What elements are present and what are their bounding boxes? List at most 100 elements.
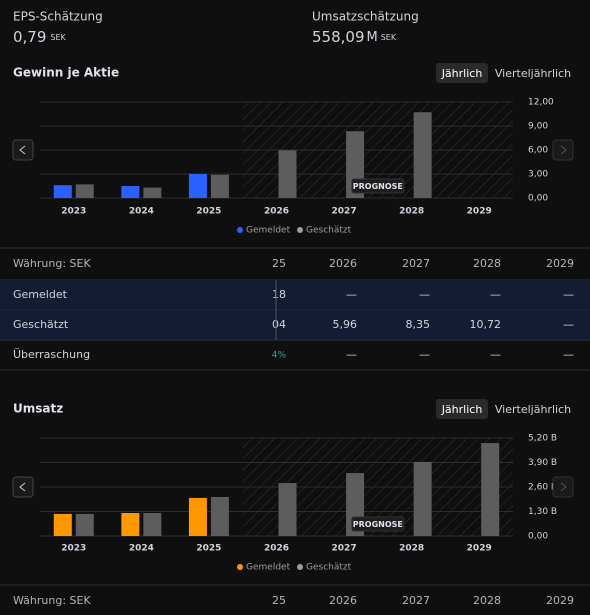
x-tick-label: 2029 bbox=[467, 544, 492, 554]
x-tick-label: 2023 bbox=[61, 544, 86, 554]
table-header: 25 bbox=[272, 594, 286, 607]
tab-active[interactable] bbox=[436, 63, 488, 83]
table-header: 2029 bbox=[546, 257, 574, 270]
prev-icon bbox=[19, 145, 26, 155]
bar bbox=[413, 461, 432, 536]
table-header: 2029 bbox=[546, 594, 574, 607]
table-header: 2027 bbox=[402, 257, 430, 270]
next-icon bbox=[560, 482, 567, 492]
prev-icon bbox=[19, 482, 26, 492]
table-header: 2026 bbox=[329, 257, 357, 270]
next-button[interactable] bbox=[552, 139, 574, 161]
tab[interactable]: Jährlich bbox=[441, 403, 483, 416]
bar bbox=[210, 174, 229, 198]
legend-label: Geschätzt bbox=[306, 226, 352, 236]
tab[interactable]: Vierteljährlich bbox=[495, 403, 571, 416]
chart-title: Gewinn je Aktie bbox=[13, 66, 119, 80]
x-tick-label: 2025 bbox=[196, 544, 221, 554]
table-cell: 4% bbox=[272, 351, 287, 361]
table-cell: — bbox=[490, 348, 501, 361]
y-tick-label: 2,60 B bbox=[528, 483, 557, 493]
row-highlight bbox=[0, 310, 590, 340]
legend-label: Geschätzt bbox=[306, 563, 352, 573]
annotation-box bbox=[351, 516, 405, 532]
prev-button[interactable] bbox=[12, 139, 34, 161]
bar bbox=[75, 184, 94, 198]
tab[interactable]: Jährlich bbox=[441, 67, 483, 80]
legend-label: Gemeldet bbox=[246, 226, 291, 236]
y-tick-label: 5,20 B bbox=[528, 434, 557, 444]
bar bbox=[413, 112, 432, 198]
table-header: 2028 bbox=[473, 594, 501, 607]
bar bbox=[121, 513, 140, 536]
x-tick-label: 2024 bbox=[129, 544, 154, 554]
bar bbox=[188, 497, 207, 536]
bar bbox=[75, 513, 94, 536]
x-tick-label: 2029 bbox=[467, 207, 492, 217]
table-cell: 10,72 bbox=[470, 318, 502, 331]
legend-dot bbox=[297, 227, 303, 233]
bar bbox=[278, 150, 297, 198]
bar bbox=[481, 443, 500, 536]
annotation: PROGNOSE bbox=[353, 182, 403, 191]
x-tick-label: 2026 bbox=[264, 544, 289, 554]
x-tick-label: 2028 bbox=[399, 544, 424, 554]
bar bbox=[210, 496, 229, 536]
legend-dot bbox=[237, 564, 243, 570]
x-tick-label: 2028 bbox=[399, 207, 424, 217]
bar bbox=[143, 187, 162, 198]
bar bbox=[188, 174, 207, 198]
rev-suffix: M bbox=[367, 30, 378, 45]
bar bbox=[121, 186, 140, 198]
rev-number: 558,09 bbox=[312, 28, 365, 46]
table-cell: 18 bbox=[272, 288, 286, 301]
chart-title: Umsatz bbox=[13, 402, 63, 416]
next-button[interactable] bbox=[552, 476, 574, 498]
legend-dot bbox=[237, 227, 243, 233]
x-tick-label: 2027 bbox=[332, 544, 357, 554]
x-tick-label: 2023 bbox=[61, 207, 86, 217]
annotation: PROGNOSE bbox=[353, 520, 403, 529]
eps-unit: SEK bbox=[50, 33, 66, 42]
y-tick-label: 1,30 B bbox=[528, 507, 557, 517]
y-tick-label: 3,90 B bbox=[528, 458, 557, 468]
table-header: 2026 bbox=[329, 594, 357, 607]
y-tick-label: 0,00 bbox=[528, 194, 548, 204]
tab-active[interactable] bbox=[436, 399, 488, 419]
table-header: 25 bbox=[272, 257, 286, 270]
x-tick-label: 2024 bbox=[129, 207, 154, 217]
table-cell: — bbox=[563, 318, 574, 331]
rev-label: Umsatzschätzung bbox=[312, 10, 419, 24]
eps-number: 0,79 bbox=[13, 28, 46, 46]
table-cell: — bbox=[490, 288, 501, 301]
y-tick-label: 0,00 bbox=[528, 532, 548, 542]
x-tick-label: 2026 bbox=[264, 207, 289, 217]
bar bbox=[53, 185, 72, 198]
rev-value: 558,09 M SEK bbox=[312, 28, 397, 46]
annotation-box bbox=[351, 178, 405, 194]
table-cell: — bbox=[563, 348, 574, 361]
y-tick-label: 6,00 bbox=[528, 146, 548, 156]
rev-unit: SEK bbox=[381, 33, 397, 42]
table-cell: Gemeldet bbox=[13, 288, 68, 301]
x-tick-label: 2025 bbox=[196, 207, 221, 217]
prev-button[interactable] bbox=[12, 476, 34, 498]
table-cell: — bbox=[346, 288, 357, 301]
y-tick-label: 3,00 bbox=[528, 170, 548, 180]
y-tick-label: 9,00 bbox=[528, 122, 548, 132]
legend-label: Gemeldet bbox=[246, 563, 291, 573]
table-header: Währung: SEK bbox=[13, 257, 91, 270]
table-cell: 5,96 bbox=[333, 318, 358, 331]
table-cell: — bbox=[563, 288, 574, 301]
eps-value: 0,79 SEK bbox=[13, 28, 67, 46]
legend-dot bbox=[297, 564, 303, 570]
table-cell: — bbox=[419, 348, 430, 361]
table-cell: 04 bbox=[272, 318, 286, 331]
table-header: Währung: SEK bbox=[13, 594, 91, 607]
y-tick-label: 12,00 bbox=[528, 98, 554, 108]
x-tick-label: 2027 bbox=[332, 207, 357, 217]
table-cell: Überraschung bbox=[13, 348, 90, 361]
tab[interactable]: Vierteljährlich bbox=[495, 67, 571, 80]
table-header: 2027 bbox=[402, 594, 430, 607]
